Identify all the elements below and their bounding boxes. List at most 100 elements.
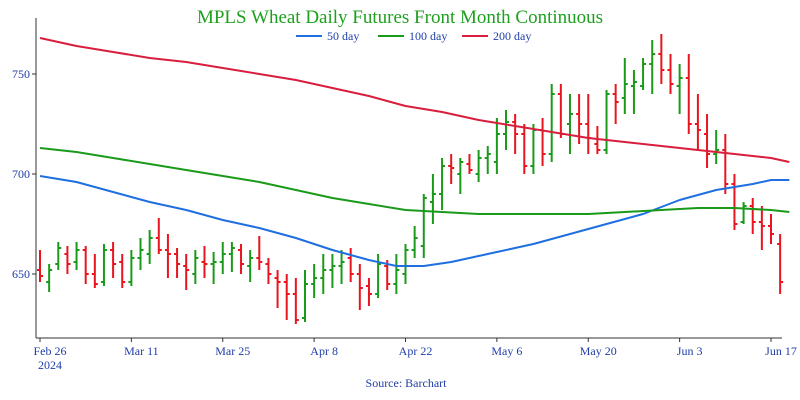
ohlc-bar xyxy=(758,206,765,250)
ohlc-bar xyxy=(402,244,409,284)
chart-title: MPLS Wheat Daily Futures Front Month Con… xyxy=(197,7,603,28)
x-tick-label: Jun 3 xyxy=(677,344,703,358)
legend-label-ma100: 100 day xyxy=(409,29,447,43)
ohlc-bar xyxy=(311,264,318,298)
ohlc-bar xyxy=(667,54,674,94)
ohlc-bar xyxy=(768,214,774,244)
ohlc-bar xyxy=(649,40,656,94)
ohlc-bar xyxy=(630,70,637,114)
ohlc-bar xyxy=(119,254,126,288)
ohlc-bar xyxy=(338,250,345,284)
ohlc-bar xyxy=(292,278,299,324)
ohlc-bar xyxy=(64,246,71,274)
ohlc-bar xyxy=(512,114,519,154)
ohlc-bar xyxy=(247,250,254,282)
ohlc-bar xyxy=(713,130,720,164)
ohlc-bar xyxy=(484,146,491,174)
y-tick-label: 650 xyxy=(12,267,30,281)
ohlc-bar xyxy=(603,90,610,154)
ohlc-bar xyxy=(411,226,418,258)
legend: 50 day 100 day 200 day xyxy=(296,29,531,43)
ohlc-bar xyxy=(228,242,235,272)
ohlc-bar xyxy=(265,258,272,284)
ohlc-bar xyxy=(548,84,555,162)
ohlc-bar xyxy=(585,94,592,154)
ohlc-bar xyxy=(704,114,711,168)
x-tick-label: Mar 25 xyxy=(215,344,250,358)
ohlc-bar xyxy=(82,246,89,284)
ohlc-bar xyxy=(192,250,199,284)
ohlc-bar xyxy=(475,150,482,182)
ohlc-bar xyxy=(457,158,464,194)
ohlc-bar xyxy=(749,198,756,234)
ohlc-bar xyxy=(256,236,263,270)
y-tick-label: 750 xyxy=(12,67,30,81)
ohlc-bar xyxy=(37,250,43,282)
ohlc-bar xyxy=(429,174,436,224)
x-tick-label: May 6 xyxy=(491,344,522,358)
x-tick-label: Apr 8 xyxy=(310,344,338,358)
x-tick-label: Feb 26 xyxy=(34,344,67,358)
ohlc-bar xyxy=(155,218,162,254)
ohlc-bar xyxy=(347,248,354,282)
ohlc-bar xyxy=(694,94,701,150)
ohlc-bar xyxy=(557,84,564,138)
y-tick-label: 700 xyxy=(12,167,30,181)
ohlc-bar xyxy=(521,124,528,174)
ohlc-bar xyxy=(658,34,665,84)
ohlc-bar xyxy=(640,58,647,90)
ohlc-bar xyxy=(128,250,135,286)
ohlc-bar xyxy=(329,254,336,288)
ohlc-bar xyxy=(722,134,729,194)
x-tick-label: Apr 22 xyxy=(399,344,433,358)
ohlc-bar xyxy=(320,254,327,294)
ohlc-bar xyxy=(137,238,144,270)
ohlc-bar xyxy=(210,252,217,284)
ohlc-bar xyxy=(530,124,537,174)
ohlc-bar xyxy=(420,194,427,258)
ohlc-bar xyxy=(46,264,53,292)
ohlc-bar xyxy=(466,154,473,174)
ohlc-bar xyxy=(685,54,692,134)
ohlc-bar xyxy=(55,242,62,270)
source-note: Source: Barchart xyxy=(366,376,448,390)
ohlc-bar xyxy=(356,264,363,310)
ohlc-bar xyxy=(274,270,281,308)
ohlc-bar xyxy=(621,58,628,114)
legend-label-ma50: 50 day xyxy=(327,29,359,43)
x-tick-label: Jun 17 xyxy=(765,344,797,358)
y-axis-ticks: 650 700 750 xyxy=(12,67,36,281)
x-tick-label: May 20 xyxy=(580,344,617,358)
ohlc-bar xyxy=(393,254,400,294)
x-tick-label: Mar 11 xyxy=(124,344,159,358)
ohlc-bar xyxy=(777,234,784,294)
ohlc-bar xyxy=(439,158,446,210)
ohlc-bar xyxy=(91,254,98,288)
ohlc-bar xyxy=(301,270,308,322)
ohlc-bar xyxy=(146,230,153,264)
ohlc-bar xyxy=(73,242,80,270)
ohlc-bar xyxy=(503,110,510,150)
ohlc-bar xyxy=(164,234,171,278)
legend-label-ma200: 200 day xyxy=(493,29,531,43)
ohlc-bar xyxy=(740,202,747,224)
series-line-ma100 xyxy=(39,147,790,215)
series-line-ma200 xyxy=(39,37,790,163)
ohlc-bar xyxy=(539,118,546,166)
ohlc-bar xyxy=(283,274,290,320)
x-tick-year-label: 2024 xyxy=(38,358,62,372)
price-bars xyxy=(37,34,784,324)
ohlc-bar xyxy=(201,246,208,278)
ohlc-bar xyxy=(174,248,181,278)
ohlc-bar xyxy=(493,118,500,174)
ohlc-bar xyxy=(100,244,107,286)
ohlc-bar xyxy=(676,64,683,114)
ohlc-bar xyxy=(365,278,372,306)
ohlc-bar xyxy=(238,244,245,274)
ohlc-bar xyxy=(566,94,573,154)
ohlc-bar xyxy=(110,242,117,278)
series-line-ma50 xyxy=(39,175,790,267)
ohlc-bar xyxy=(219,242,226,274)
